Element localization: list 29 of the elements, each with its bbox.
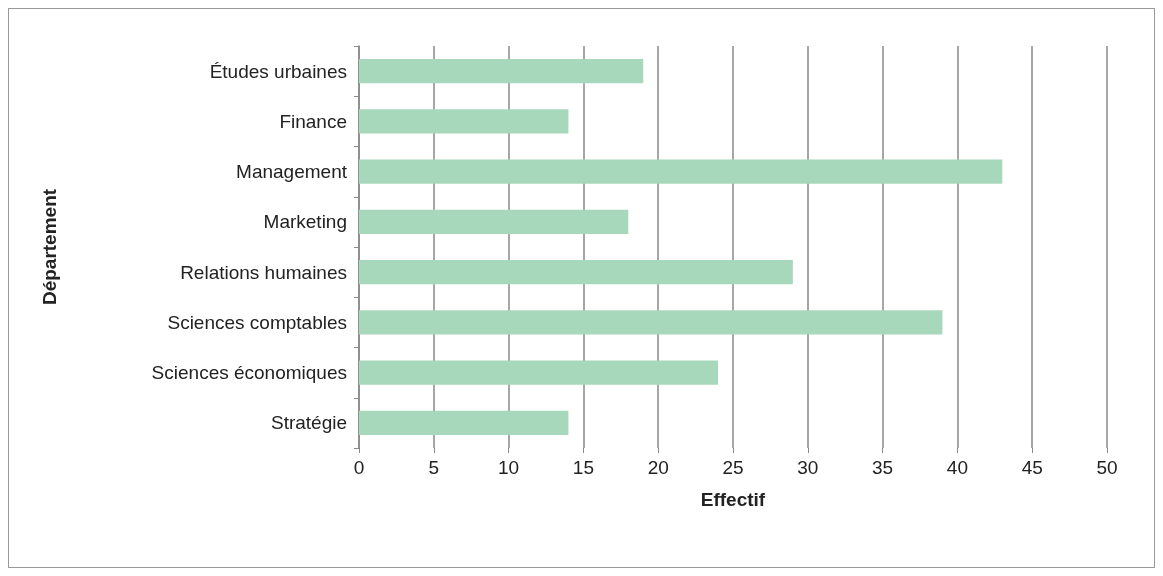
x-tick-label: 10 xyxy=(498,457,520,478)
x-tick-label: 40 xyxy=(946,457,968,478)
bar xyxy=(359,260,793,285)
x-tick-label: 20 xyxy=(647,457,669,478)
y-tick-label: Sciences comptables xyxy=(167,311,347,333)
bar xyxy=(359,360,719,385)
bar xyxy=(359,109,569,134)
bar xyxy=(359,410,569,435)
bar xyxy=(359,310,943,335)
y-tick-label: Relations humaines xyxy=(180,261,347,283)
x-tick-label: 25 xyxy=(722,457,744,478)
x-tick-label: 15 xyxy=(572,457,594,478)
bar xyxy=(359,209,629,234)
y-axis-title: Département xyxy=(39,188,60,306)
y-tick-label: Sciences économiques xyxy=(151,362,347,384)
y-tick-label: Management xyxy=(236,161,348,183)
x-axis-title: Effectif xyxy=(700,489,766,510)
y-tick-label: Stratégie xyxy=(270,412,347,434)
x-tick-label: 45 xyxy=(1021,457,1043,478)
y-tick-label: Marketing xyxy=(263,211,347,233)
y-tick-label: Études urbaines xyxy=(209,60,347,82)
bar xyxy=(359,159,1003,184)
x-tick-label: 50 xyxy=(1096,457,1118,478)
x-tick-label: 35 xyxy=(872,457,894,478)
y-tick-label: Finance xyxy=(279,110,347,132)
x-tick-label: 5 xyxy=(428,457,440,478)
bar xyxy=(359,59,644,84)
x-tick-label: 0 xyxy=(353,457,365,478)
x-tick-label: 30 xyxy=(797,457,819,478)
